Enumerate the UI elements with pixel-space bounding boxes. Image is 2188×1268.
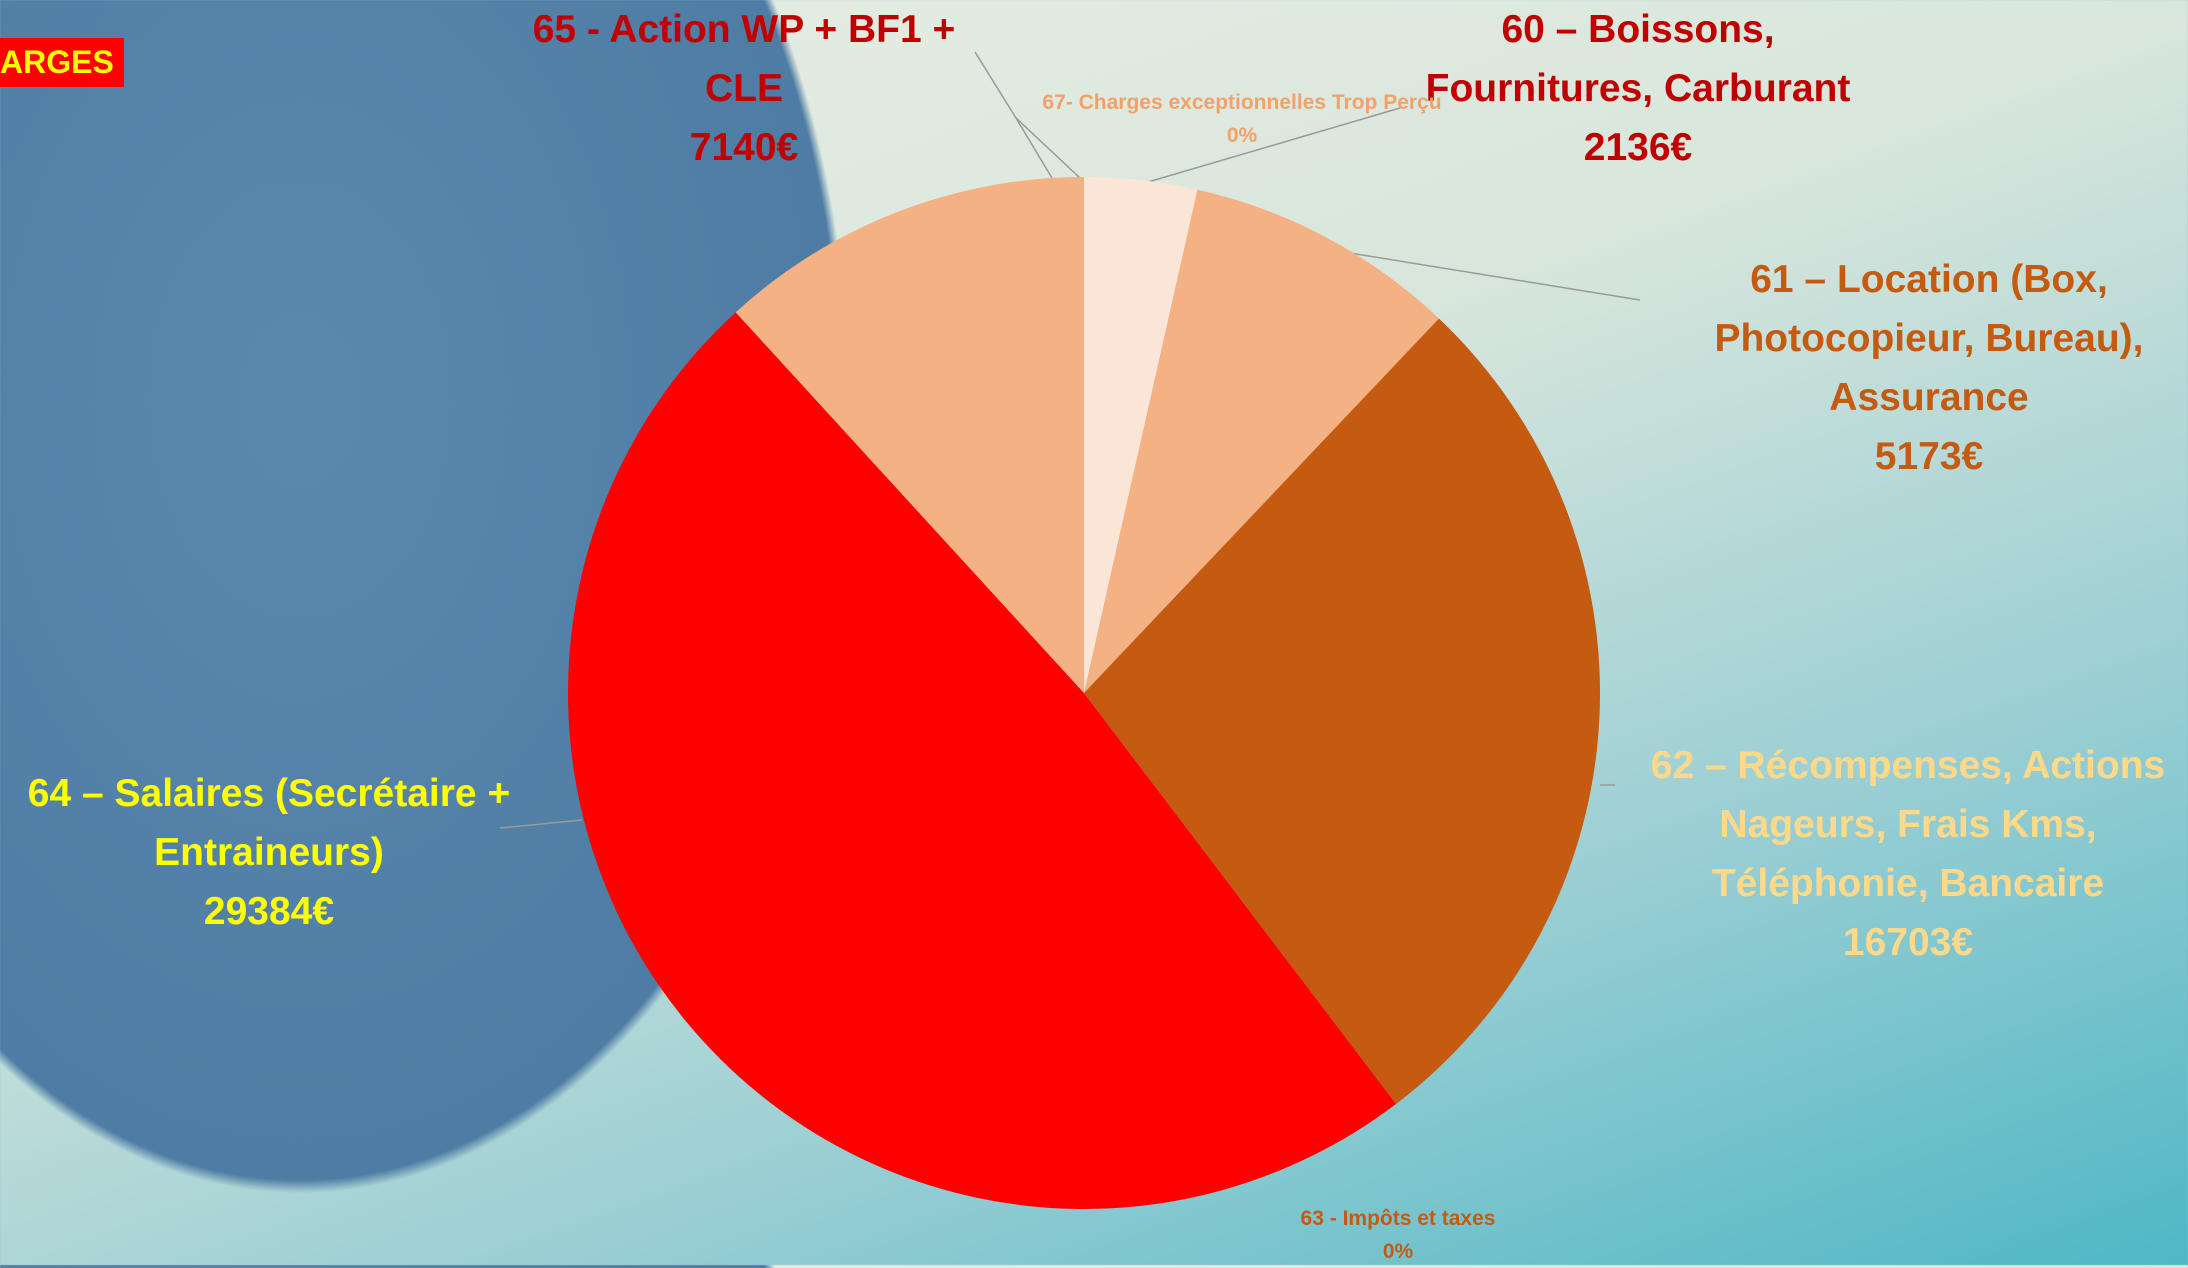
slice-label: 62 – Récompenses, Actions Nageurs, Frais…: [1628, 736, 2188, 972]
leader-line: [499, 819, 583, 829]
slice-label: 65 - Action WP + BF1 + CLE 7140€: [509, 0, 979, 177]
slice-label: 63 - Impôts et taxes 0%: [1268, 1202, 1528, 1268]
pie-slice: [568, 312, 1396, 1209]
value-label: 29384€: [203, 890, 335, 933]
slice-label: 60 – Boissons, Fournitures, Carburant 213…: [1398, 0, 1878, 177]
leader-line: [1349, 252, 1641, 301]
value-label: 0%: [1226, 124, 1258, 147]
chart-title: ARGES: [0, 38, 124, 87]
value-label: 0%: [1382, 1240, 1414, 1263]
category-label: 64 – Salaires (Secrétaire + Entraineurs): [27, 772, 511, 874]
category-label: 67- Charges exceptionnelles Trop Perçu: [1042, 91, 1442, 114]
pie-slice: [1084, 177, 1198, 693]
value-label: 16703€: [1842, 921, 1974, 964]
leader-line: [1147, 107, 1401, 183]
slice-label: 64 – Salaires (Secrétaire + Entraineurs)…: [0, 764, 539, 941]
leader-lines: [499, 51, 1641, 829]
pie-slice: [1084, 318, 1600, 1104]
slice-label: 67- Charges exceptionnelles Trop Perçu 0%: [1012, 86, 1472, 152]
leader-line: [1015, 117, 1081, 179]
value-label: 2136€: [1583, 126, 1693, 169]
slice-label: 61 – Location (Box, Photocopieur, Bureau…: [1689, 250, 2169, 486]
pie-slice: [1084, 189, 1439, 693]
category-label: 63 - Impôts et taxes: [1300, 1207, 1496, 1230]
pie-slice: [735, 177, 1084, 693]
category-label: 65 - Action WP + BF1 + CLE: [532, 8, 956, 110]
value-label: 5173€: [1874, 435, 1984, 478]
category-label: 60 – Boissons, Fournitures, Carburant: [1425, 8, 1851, 110]
value-label: 7140€: [689, 126, 799, 169]
category-label: 62 – Récompenses, Actions Nageurs, Frais…: [1650, 744, 2166, 905]
category-label: 61 – Location (Box, Photocopieur, Bureau…: [1714, 258, 2144, 419]
